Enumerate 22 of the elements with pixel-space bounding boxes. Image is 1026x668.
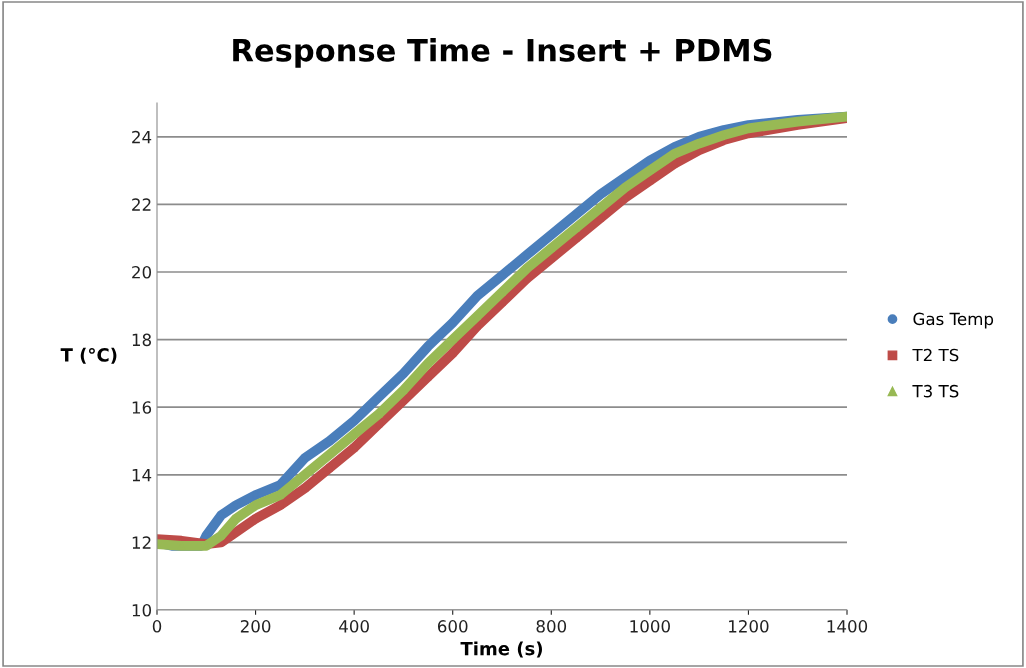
y-tick-label: 12 bbox=[132, 536, 151, 549]
y-tick-label: 22 bbox=[132, 198, 151, 211]
y-tick-label: 10 bbox=[132, 603, 152, 617]
y-tick-label: 20 bbox=[132, 265, 152, 279]
legend-label: Gas Temp bbox=[913, 312, 994, 329]
x-tick-label: 800 bbox=[536, 620, 567, 633]
x-tick-label: 0 bbox=[152, 620, 162, 633]
x-axis-title: Time (s) bbox=[460, 641, 542, 658]
y-tick-label: 18 bbox=[132, 333, 151, 347]
x-tick-label: 1400 bbox=[827, 620, 868, 633]
y-tick-label: 16 bbox=[132, 401, 152, 414]
x-tick-label: 400 bbox=[339, 620, 369, 633]
x-tick-label: 1000 bbox=[630, 620, 670, 633]
y-axis-title: T (°C) bbox=[60, 347, 117, 364]
x-tick-label: 1200 bbox=[729, 620, 769, 633]
x-tick-label: 200 bbox=[240, 620, 271, 633]
y-tick-label: 24 bbox=[132, 130, 152, 144]
legend-label: T3 TS bbox=[912, 384, 959, 398]
legend-label: T2 TS bbox=[912, 348, 959, 362]
chart-title: Response Time - Insert + PDMS bbox=[233, 38, 772, 68]
y-tick-label: 14 bbox=[132, 468, 152, 482]
x-tick-label: 600 bbox=[437, 620, 468, 633]
